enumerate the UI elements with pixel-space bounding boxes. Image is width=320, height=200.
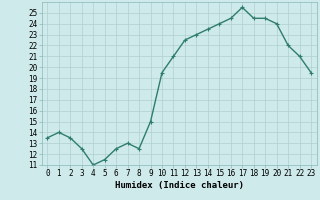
X-axis label: Humidex (Indice chaleur): Humidex (Indice chaleur) xyxy=(115,181,244,190)
